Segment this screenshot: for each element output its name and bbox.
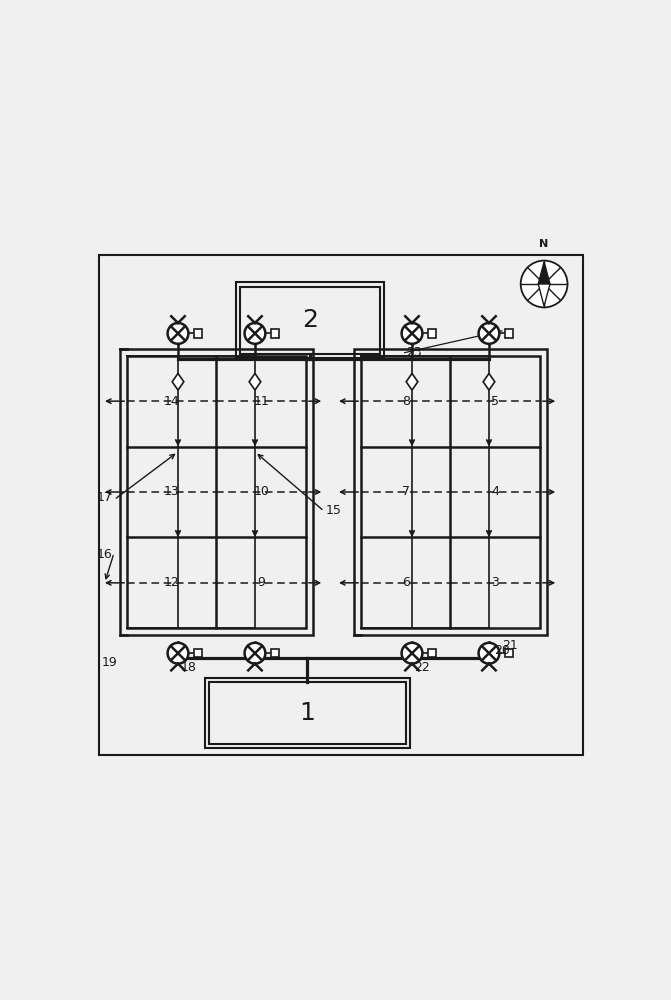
Text: 11: 11 <box>254 395 269 408</box>
Bar <box>270 649 279 657</box>
Text: 14: 14 <box>164 395 180 408</box>
Text: 19: 19 <box>102 656 117 669</box>
Polygon shape <box>538 262 550 284</box>
Bar <box>361 356 540 628</box>
Text: N: N <box>539 239 549 249</box>
Text: 4: 4 <box>491 485 499 498</box>
Bar <box>240 287 380 354</box>
Polygon shape <box>406 373 418 390</box>
Circle shape <box>168 323 189 344</box>
Text: 23: 23 <box>407 346 422 359</box>
Circle shape <box>402 323 423 344</box>
Text: 10: 10 <box>253 485 269 498</box>
Circle shape <box>478 643 499 664</box>
Text: 15: 15 <box>325 504 342 517</box>
Bar <box>194 649 202 657</box>
Bar <box>209 682 406 744</box>
Text: 20: 20 <box>494 644 510 657</box>
Circle shape <box>244 643 265 664</box>
Circle shape <box>521 261 568 307</box>
Text: 1: 1 <box>299 701 315 725</box>
Bar <box>120 349 313 635</box>
Bar <box>205 678 411 748</box>
Text: 17: 17 <box>97 491 113 504</box>
Text: 9: 9 <box>257 576 265 589</box>
Bar <box>127 356 306 628</box>
Text: 6: 6 <box>402 576 410 589</box>
Text: 2: 2 <box>302 308 318 332</box>
Text: 12: 12 <box>164 576 180 589</box>
Bar <box>236 282 384 358</box>
Bar <box>505 649 513 657</box>
Text: 3: 3 <box>491 576 499 589</box>
Text: 13: 13 <box>164 485 180 498</box>
Circle shape <box>168 643 189 664</box>
Circle shape <box>478 323 499 344</box>
Circle shape <box>244 323 265 344</box>
Text: 5: 5 <box>491 395 499 408</box>
Text: 21: 21 <box>502 639 518 652</box>
Circle shape <box>402 643 423 664</box>
Bar <box>427 649 436 657</box>
Bar <box>505 329 513 338</box>
Text: 22: 22 <box>415 661 430 674</box>
Polygon shape <box>483 373 495 390</box>
Bar <box>354 349 547 635</box>
Text: 8: 8 <box>402 395 410 408</box>
Bar <box>427 329 436 338</box>
Text: 18: 18 <box>180 661 197 674</box>
Polygon shape <box>249 373 261 390</box>
Bar <box>194 329 202 338</box>
Text: 16: 16 <box>97 548 113 561</box>
Polygon shape <box>172 373 184 390</box>
Text: 7: 7 <box>402 485 410 498</box>
Bar <box>270 329 279 338</box>
Polygon shape <box>538 284 550 306</box>
